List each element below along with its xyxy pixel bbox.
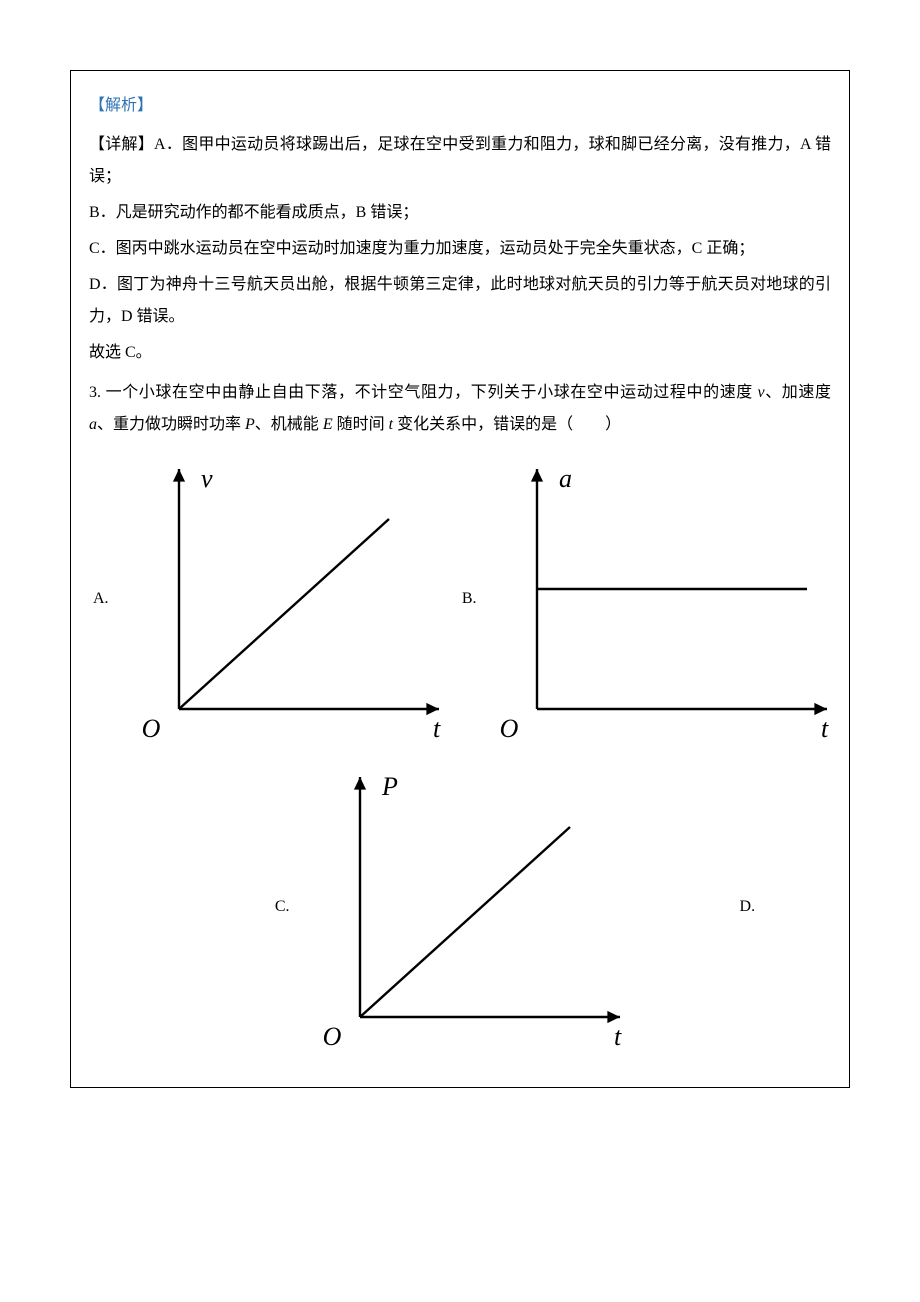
svg-text:v: v (201, 464, 213, 493)
svg-text:O: O (322, 1022, 341, 1051)
var-a: a (89, 416, 97, 433)
q-number: 3. (89, 384, 101, 401)
chart-a-vt: v t O (119, 449, 444, 749)
q-text-1: 一个小球在空中由静止自由下落，不计空气阻力，下列关于小球在空中运动过程中的速度 (106, 384, 758, 401)
q-sep5: 变化关系中，错误的是（ ） (393, 416, 621, 433)
item-a-text: A．图甲中运动员将球踢出后，足球在空中受到重力和阻力，球和脚已经分离，没有推力，… (89, 136, 831, 185)
svg-text:P: P (381, 772, 398, 801)
q-sep2: 、重力做功瞬时功率 (97, 416, 245, 433)
option-label-a: A. (93, 590, 109, 608)
analysis-conclusion: 故选 C。 (89, 337, 831, 369)
question-3: 3. 一个小球在空中由静止自由下落，不计空气阻力，下列关于小球在空中运动过程中的… (89, 377, 831, 441)
chart-b-at: a t O (487, 449, 831, 749)
q-sep4: 随时间 (333, 416, 389, 433)
svg-text:t: t (433, 714, 441, 743)
q-sep3: 、机械能 (255, 416, 323, 433)
analysis-item-a: 【详解】A．图甲中运动员将球踢出后，足球在空中受到重力和阻力，球和脚已经分离，没… (89, 129, 831, 193)
analysis-label: 【解析】 (89, 91, 831, 115)
chart-c-pt: Pt O (300, 757, 640, 1057)
analysis-item-d: D．图丁为神舟十三号航天员出舱，根据牛顿第三定律，此时地球对航天员的引力等于航天… (89, 269, 831, 333)
document-page: 【解析】 【详解】A．图甲中运动员将球踢出后，足球在空中受到重力和阻力，球和脚已… (0, 0, 920, 1302)
option-label-d: D. (740, 898, 756, 916)
var-v: v (758, 384, 765, 401)
options-row-2: C. Pt O D. (89, 757, 831, 1057)
analysis-item-b: B．凡是研究动作的都不能看成质点，B 错误； (89, 197, 831, 229)
analysis-item-c: C．图丙中跳水运动员在空中运动时加速度为重力加速度，运动员处于完全失重状态，C … (89, 233, 831, 265)
q-sep1: 、加速度 (765, 384, 831, 401)
var-p: P (245, 416, 255, 433)
detail-prefix: 【详解】 (89, 136, 154, 153)
content-frame: 【解析】 【详解】A．图甲中运动员将球踢出后，足球在空中受到重力和阻力，球和脚已… (70, 70, 850, 1088)
svg-text:O: O (499, 714, 518, 743)
svg-text:t: t (821, 714, 829, 743)
option-label-c: C. (275, 898, 290, 916)
svg-text:O: O (141, 714, 160, 743)
var-e: E (323, 416, 333, 433)
options-row-1: A. v t O B. a t O (89, 449, 831, 749)
option-label-b: B. (462, 590, 477, 608)
svg-text:t: t (614, 1022, 622, 1051)
svg-text:a: a (559, 464, 572, 493)
